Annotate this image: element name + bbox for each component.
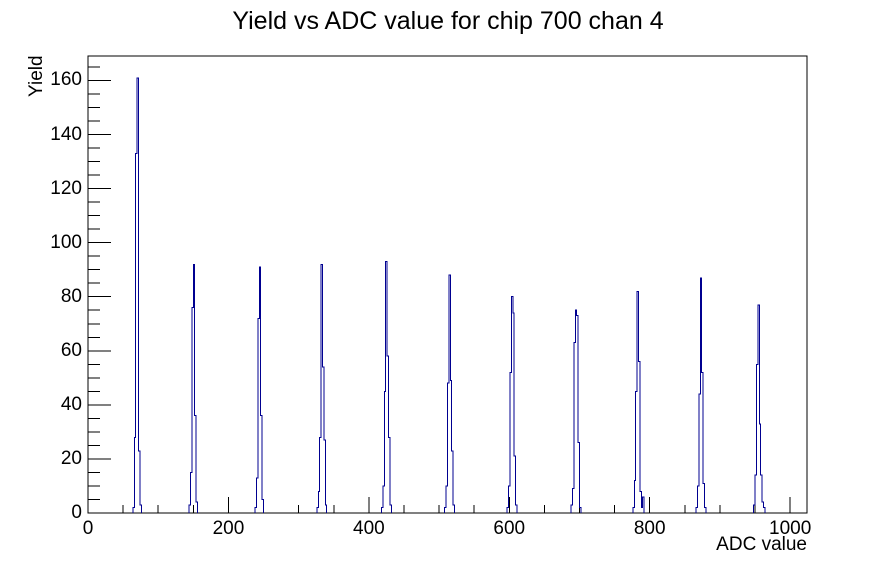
histogram-peak bbox=[132, 77, 142, 513]
histogram-peak bbox=[316, 263, 328, 513]
histogram-peak bbox=[753, 304, 766, 513]
histogram-peak bbox=[188, 263, 199, 513]
x-tick-label: 600 bbox=[493, 518, 526, 539]
histogram-peak bbox=[570, 309, 582, 513]
plot-frame bbox=[87, 55, 808, 514]
x-tick-label: 200 bbox=[212, 518, 245, 539]
chart-title: Yield vs ADC value for chip 700 chan 4 bbox=[232, 7, 664, 35]
y-tick-label: 0 bbox=[71, 502, 82, 523]
histogram-peak bbox=[254, 266, 265, 513]
histogram-peak bbox=[695, 277, 707, 513]
histogram-peak bbox=[632, 290, 645, 513]
y-tick-label: 100 bbox=[50, 231, 82, 253]
x-tick-label: 0 bbox=[82, 518, 94, 539]
y-tick-label: 80 bbox=[60, 285, 82, 307]
histogram-peak bbox=[506, 296, 518, 513]
y-tick-label: 140 bbox=[50, 123, 82, 145]
x-axis-title: ADC value bbox=[716, 534, 807, 555]
y-tick-label: 120 bbox=[50, 177, 82, 199]
histogram-peak bbox=[380, 261, 392, 513]
y-tick-label: 60 bbox=[60, 339, 82, 361]
x-tick-label: 400 bbox=[353, 518, 385, 539]
x-tick-label: 1000 bbox=[769, 518, 812, 539]
y-tick-label: 160 bbox=[50, 69, 82, 91]
x-tick-label: 800 bbox=[633, 518, 666, 539]
y-tick-label: 40 bbox=[60, 393, 82, 415]
y-tick-label: 20 bbox=[60, 447, 82, 469]
histogram-peak bbox=[444, 274, 456, 513]
